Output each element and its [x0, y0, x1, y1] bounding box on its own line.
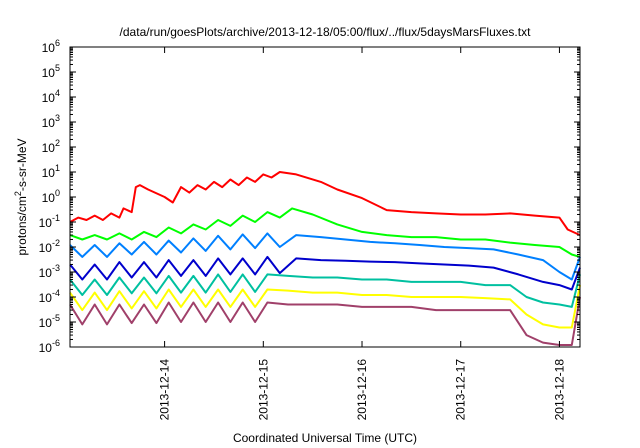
series-line-6 [69, 284, 581, 329]
y-tick-label: 10-5 [39, 313, 60, 330]
y-tick-exponent: 0 [55, 188, 60, 198]
y-axis-label-sup: 2 [13, 191, 23, 196]
y-tick-exponent: 6 [55, 38, 60, 48]
y-tick-exponent: 4 [55, 88, 60, 98]
y-tick-base: 10 [42, 91, 56, 105]
series-line-3 [69, 232, 581, 281]
y-tick-base: 10 [39, 316, 53, 330]
y-tick-base: 10 [39, 241, 53, 255]
y-tick-label: 104 [42, 88, 60, 105]
series-line-4 [69, 255, 581, 291]
series-layer [69, 171, 581, 346]
y-tick-base: 10 [39, 266, 53, 280]
y-tick-label: 106 [42, 38, 60, 55]
y-tick-exponent: -2 [52, 238, 60, 248]
y-axis-label-main: protons/cm [15, 196, 29, 255]
y-tick-exponent: -4 [52, 288, 60, 298]
y-tick-label: 10-1 [39, 213, 60, 230]
y-axis-label: protons/cm2-s-sr-MeV [13, 138, 29, 255]
y-tick-exponent: 2 [55, 138, 60, 148]
series-line-5 [69, 273, 581, 308]
series-line-7 [69, 296, 581, 346]
x-tick-label: 2013-12-15 [256, 359, 270, 421]
x-axis: 2013-12-14 2013-12-15 2013-12-16 2013-12-17… [158, 47, 566, 421]
y-tick-base: 10 [42, 41, 56, 55]
y-tick-base: 10 [39, 216, 53, 230]
x-tick-label: 2013-12-18 [552, 359, 566, 421]
y-tick-exponent: -6 [52, 338, 60, 348]
y-tick-label: 101 [42, 163, 60, 180]
y-tick-label: 103 [42, 113, 60, 130]
y-axis: 10-610-510-410-310-210-11001011021031041… [39, 38, 580, 355]
y-axis-label-rest: -s-sr-MeV [15, 138, 29, 191]
y-tick-base: 10 [42, 66, 56, 80]
y-tick-label: 10-2 [39, 238, 60, 255]
y-tick-exponent: -3 [52, 263, 60, 273]
y-tick-base: 10 [42, 191, 56, 205]
series-line-1 [69, 171, 581, 237]
x-tick-label: 2013-12-14 [158, 359, 172, 421]
y-tick-label: 10-6 [39, 338, 60, 355]
plot-frame [69, 46, 581, 348]
series-line-2 [69, 207, 581, 258]
y-tick-label: 105 [42, 63, 60, 80]
y-tick-base: 10 [42, 166, 56, 180]
y-tick-exponent: 5 [55, 63, 60, 73]
y-tick-base: 10 [39, 291, 53, 305]
y-tick-exponent: -1 [52, 213, 60, 223]
y-tick-label: 10-4 [39, 288, 60, 305]
y-tick-base: 10 [39, 341, 53, 355]
y-tick-exponent: 3 [55, 113, 60, 123]
chart-title: /data/run/goesPlots/archive/2013-12-18/0… [120, 25, 532, 39]
y-tick-label: 102 [42, 138, 60, 155]
y-tick-exponent: -5 [52, 313, 60, 323]
y-tick-base: 10 [42, 116, 56, 130]
x-tick-label: 2013-12-17 [454, 359, 468, 421]
x-axis-label: Coordinated Universal Time (UTC) [233, 431, 417, 445]
x-tick-label: 2013-12-16 [355, 359, 369, 421]
y-tick-base: 10 [42, 141, 56, 155]
y-tick-label: 100 [42, 188, 60, 205]
y-tick-exponent: 1 [55, 163, 60, 173]
y-tick-label: 10-3 [39, 263, 60, 280]
